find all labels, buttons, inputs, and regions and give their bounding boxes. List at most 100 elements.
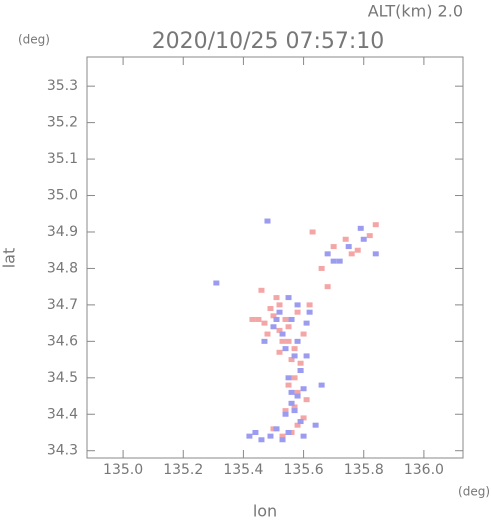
point	[258, 437, 265, 443]
point	[324, 284, 331, 290]
point	[294, 393, 301, 399]
point	[294, 338, 301, 344]
point	[282, 411, 289, 417]
point	[300, 386, 307, 392]
point	[279, 331, 286, 337]
point	[357, 225, 364, 231]
point	[336, 258, 343, 264]
point	[285, 324, 292, 330]
point	[306, 302, 313, 308]
point	[276, 309, 283, 315]
point	[276, 349, 283, 355]
point	[300, 415, 307, 421]
point	[291, 404, 298, 410]
x-axis-label: lon	[253, 502, 277, 521]
x-tick-label: 135.4	[223, 462, 263, 478]
x-unit: (deg)	[458, 485, 490, 499]
y-tick-label: 34.5	[47, 370, 78, 386]
point	[306, 309, 313, 315]
point	[372, 251, 379, 257]
point	[342, 236, 349, 242]
point	[354, 247, 361, 253]
y-tick-label: 35.2	[47, 115, 78, 131]
point	[276, 302, 283, 308]
point	[285, 429, 292, 435]
point	[291, 353, 298, 359]
point	[303, 353, 310, 359]
chart-title: 2020/10/25 07:57:10	[152, 29, 385, 54]
y-tick-label: 34.7	[47, 297, 78, 313]
point	[291, 375, 298, 381]
point	[297, 419, 304, 425]
point	[297, 368, 304, 374]
point	[261, 320, 268, 326]
point	[282, 316, 289, 322]
point	[285, 338, 292, 344]
point	[246, 433, 253, 439]
point	[279, 338, 286, 344]
point	[330, 258, 337, 264]
chart-subtitle: ALT(km) 2.0	[368, 2, 463, 21]
point	[330, 244, 337, 250]
point	[300, 433, 307, 439]
point	[318, 382, 325, 388]
point	[288, 400, 295, 406]
point	[288, 316, 295, 322]
point	[324, 251, 331, 257]
point	[372, 222, 379, 228]
point	[294, 309, 301, 315]
point	[288, 429, 295, 435]
point	[360, 236, 367, 242]
x-tick-label: 135.0	[103, 462, 143, 478]
point	[213, 280, 220, 286]
point	[282, 346, 289, 352]
point	[291, 408, 298, 414]
point	[270, 426, 277, 432]
y-unit: (deg)	[18, 33, 50, 47]
point	[279, 433, 286, 439]
point	[285, 375, 292, 381]
point	[288, 357, 295, 363]
point	[288, 389, 295, 395]
y-tick-label: 35.3	[47, 78, 78, 94]
point	[282, 408, 289, 414]
point	[300, 331, 307, 337]
point	[273, 316, 280, 322]
y-axis-label: lat	[0, 248, 19, 269]
point	[270, 324, 277, 330]
point	[366, 233, 373, 239]
point	[294, 389, 301, 395]
y-tick-label: 35.0	[47, 188, 78, 204]
point	[318, 265, 325, 271]
point	[312, 422, 319, 428]
y-tick-label: 34.8	[47, 260, 78, 276]
point	[267, 306, 274, 312]
point	[279, 437, 286, 443]
point	[273, 295, 280, 301]
point	[264, 218, 271, 224]
point	[297, 360, 304, 366]
point	[267, 433, 274, 439]
point	[276, 327, 283, 333]
point	[285, 295, 292, 301]
y-tick-label: 34.3	[47, 443, 78, 459]
plot-frame	[86, 56, 464, 459]
y-tick-label: 34.6	[47, 333, 78, 349]
point	[249, 316, 256, 322]
point	[309, 229, 316, 235]
point	[258, 287, 265, 293]
y-tick-label: 35.1	[47, 151, 78, 167]
x-tick-label: 135.8	[344, 462, 384, 478]
y-tick-label: 34.9	[47, 224, 78, 240]
x-tick-label: 136.0	[404, 462, 444, 478]
point	[270, 313, 277, 319]
point	[261, 338, 268, 344]
point	[294, 302, 301, 308]
point	[345, 244, 352, 250]
point	[303, 397, 310, 403]
point	[255, 316, 262, 322]
point	[348, 251, 355, 257]
point	[285, 382, 292, 388]
x-tick-label: 135.2	[163, 462, 203, 478]
